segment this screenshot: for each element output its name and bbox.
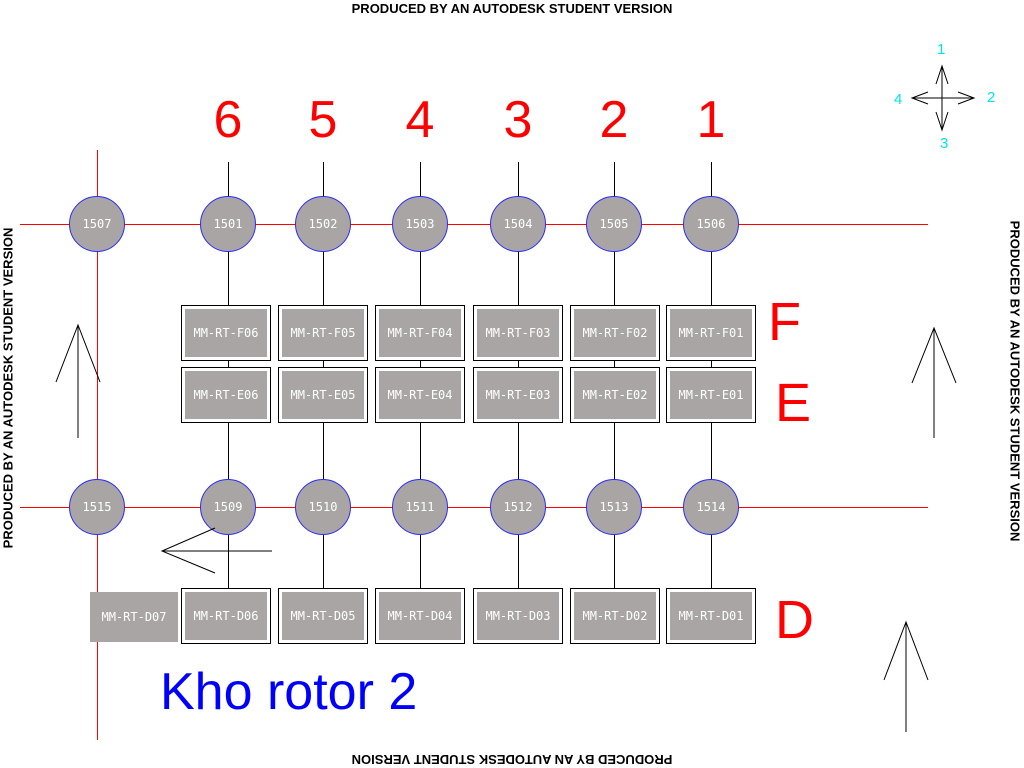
rack-box-e02[interactable]: MM-RT-E02	[570, 367, 660, 423]
node-1510[interactable]: 1510	[295, 479, 351, 535]
grid-line-left	[97, 150, 98, 740]
node-1509[interactable]: 1509	[200, 479, 256, 535]
rack-box-d07[interactable]: MM-RT-D07	[90, 592, 178, 642]
node-1514[interactable]: 1514	[683, 479, 739, 535]
rack-box-label: MM-RT-D04	[379, 592, 461, 640]
column-label-3: 3	[503, 91, 533, 149]
rack-box-label: MM-RT-F06	[185, 309, 267, 357]
row-label-f: F	[768, 292, 801, 352]
rack-box-label: MM-RT-E03	[477, 371, 559, 419]
node-1505[interactable]: 1505	[586, 196, 642, 252]
rack-box-f05[interactable]: MM-RT-F05	[278, 305, 368, 361]
node-1507[interactable]: 1507	[69, 196, 125, 252]
rack-box-label: MM-RT-D05	[282, 592, 364, 640]
row-label-e: E	[775, 373, 812, 433]
rack-box-e05[interactable]: MM-RT-E05	[278, 367, 368, 423]
arrow-up-right-top-icon	[911, 326, 957, 438]
node-1515[interactable]: 1515	[69, 479, 125, 535]
column-label-4: 4	[405, 91, 435, 149]
compass-label-west: 4	[894, 91, 903, 108]
rack-box-label: MM-RT-E04	[379, 371, 461, 419]
node-1513[interactable]: 1513	[586, 479, 642, 535]
grid-line-top	[20, 224, 928, 225]
column-label-1: 1	[696, 91, 726, 149]
rack-box-label: MM-RT-F05	[282, 309, 364, 357]
rack-box-d02[interactable]: MM-RT-D02	[570, 588, 660, 644]
rack-box-f02[interactable]: MM-RT-F02	[570, 305, 660, 361]
rack-box-d01[interactable]: MM-RT-D01	[666, 588, 756, 644]
rack-box-e06[interactable]: MM-RT-E06	[181, 367, 271, 423]
node-1504[interactable]: 1504	[490, 196, 546, 252]
grid-line-bottom	[20, 507, 928, 508]
rack-box-label: MM-RT-E05	[282, 371, 364, 419]
row-label-d: D	[775, 590, 814, 650]
rack-box-label: MM-RT-F01	[670, 309, 752, 357]
rack-box-e04[interactable]: MM-RT-E04	[375, 367, 465, 423]
rack-box-label: MM-RT-E02	[574, 371, 656, 419]
watermark-top: PRODUCED BY AN AUTODESK STUDENT VERSION	[351, 1, 673, 16]
rack-box-label: MM-RT-E06	[185, 371, 267, 419]
rack-box-label: MM-RT-D02	[574, 592, 656, 640]
arrow-up-left-icon	[55, 323, 101, 438]
compass-label-north: 1	[937, 41, 946, 58]
arrow-up-right-bottom-icon	[883, 620, 929, 732]
node-1512[interactable]: 1512	[490, 479, 546, 535]
column-label-5: 5	[308, 91, 338, 149]
compass-label-south: 3	[940, 135, 949, 152]
rack-box-d06[interactable]: MM-RT-D06	[181, 588, 271, 644]
compass-icon	[910, 64, 976, 132]
arrow-left-icon	[160, 527, 272, 574]
rack-box-d05[interactable]: MM-RT-D05	[278, 588, 368, 644]
rack-box-f06[interactable]: MM-RT-F06	[181, 305, 271, 361]
rack-box-label: MM-RT-F04	[379, 309, 461, 357]
node-1501[interactable]: 1501	[200, 196, 256, 252]
rack-box-label: MM-RT-E01	[670, 371, 752, 419]
node-1502[interactable]: 1502	[295, 196, 351, 252]
rack-box-label: MM-RT-D01	[670, 592, 752, 640]
rack-box-f01[interactable]: MM-RT-F01	[666, 305, 756, 361]
rack-box-label: MM-RT-F03	[477, 309, 559, 357]
compass-label-east: 2	[987, 89, 996, 106]
rack-box-e03[interactable]: MM-RT-E03	[473, 367, 563, 423]
rack-box-label: MM-RT-D06	[185, 592, 267, 640]
rack-box-f04[interactable]: MM-RT-F04	[375, 305, 465, 361]
rack-box-d04[interactable]: MM-RT-D04	[375, 588, 465, 644]
rack-box-e01[interactable]: MM-RT-E01	[666, 367, 756, 423]
rack-box-f03[interactable]: MM-RT-F03	[473, 305, 563, 361]
node-1511[interactable]: 1511	[392, 479, 448, 535]
column-label-6: 6	[213, 91, 243, 149]
rack-box-label: MM-RT-D03	[477, 592, 559, 640]
rack-box-d03[interactable]: MM-RT-D03	[473, 588, 563, 644]
node-1503[interactable]: 1503	[392, 196, 448, 252]
rack-box-label: MM-RT-F02	[574, 309, 656, 357]
node-1506[interactable]: 1506	[683, 196, 739, 252]
warehouse-title: Kho rotor 2	[160, 663, 418, 721]
column-label-2: 2	[599, 91, 629, 149]
